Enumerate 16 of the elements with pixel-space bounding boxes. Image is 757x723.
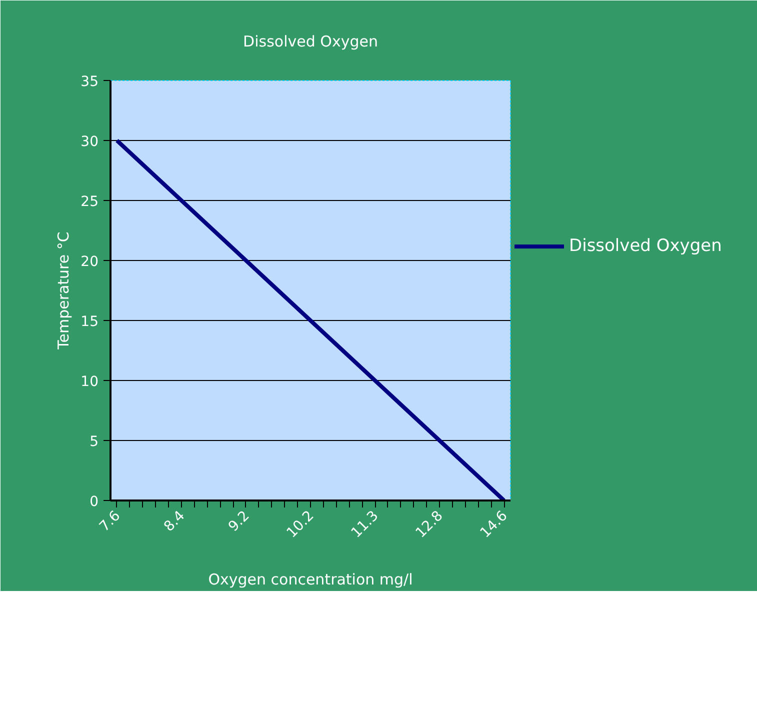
y-tick-label: 15 [80,314,99,330]
x-tick-label: 7.6 [96,508,124,535]
x-tick-label: 8.4 [161,508,188,535]
y-tick-label: 25 [80,194,99,210]
x-tick-label: 9.2 [226,508,253,535]
x-axis-title: Oxygen concentration mg/l [208,570,413,588]
y-tick-label: 10 [80,374,99,390]
y-tick-label: 30 [80,134,99,150]
y-axis-title: Temperature °C [54,232,73,350]
y-tick-label: 5 [90,434,99,450]
legend-label: Dissolved Oxygen [569,236,722,256]
chart-title: Dissolved Oxygen [243,32,378,50]
line-series [114,138,506,500]
y-tick-label: 0 [90,494,99,510]
y-tick-label: 20 [80,254,99,270]
y-tick-label: 35 [80,74,99,90]
